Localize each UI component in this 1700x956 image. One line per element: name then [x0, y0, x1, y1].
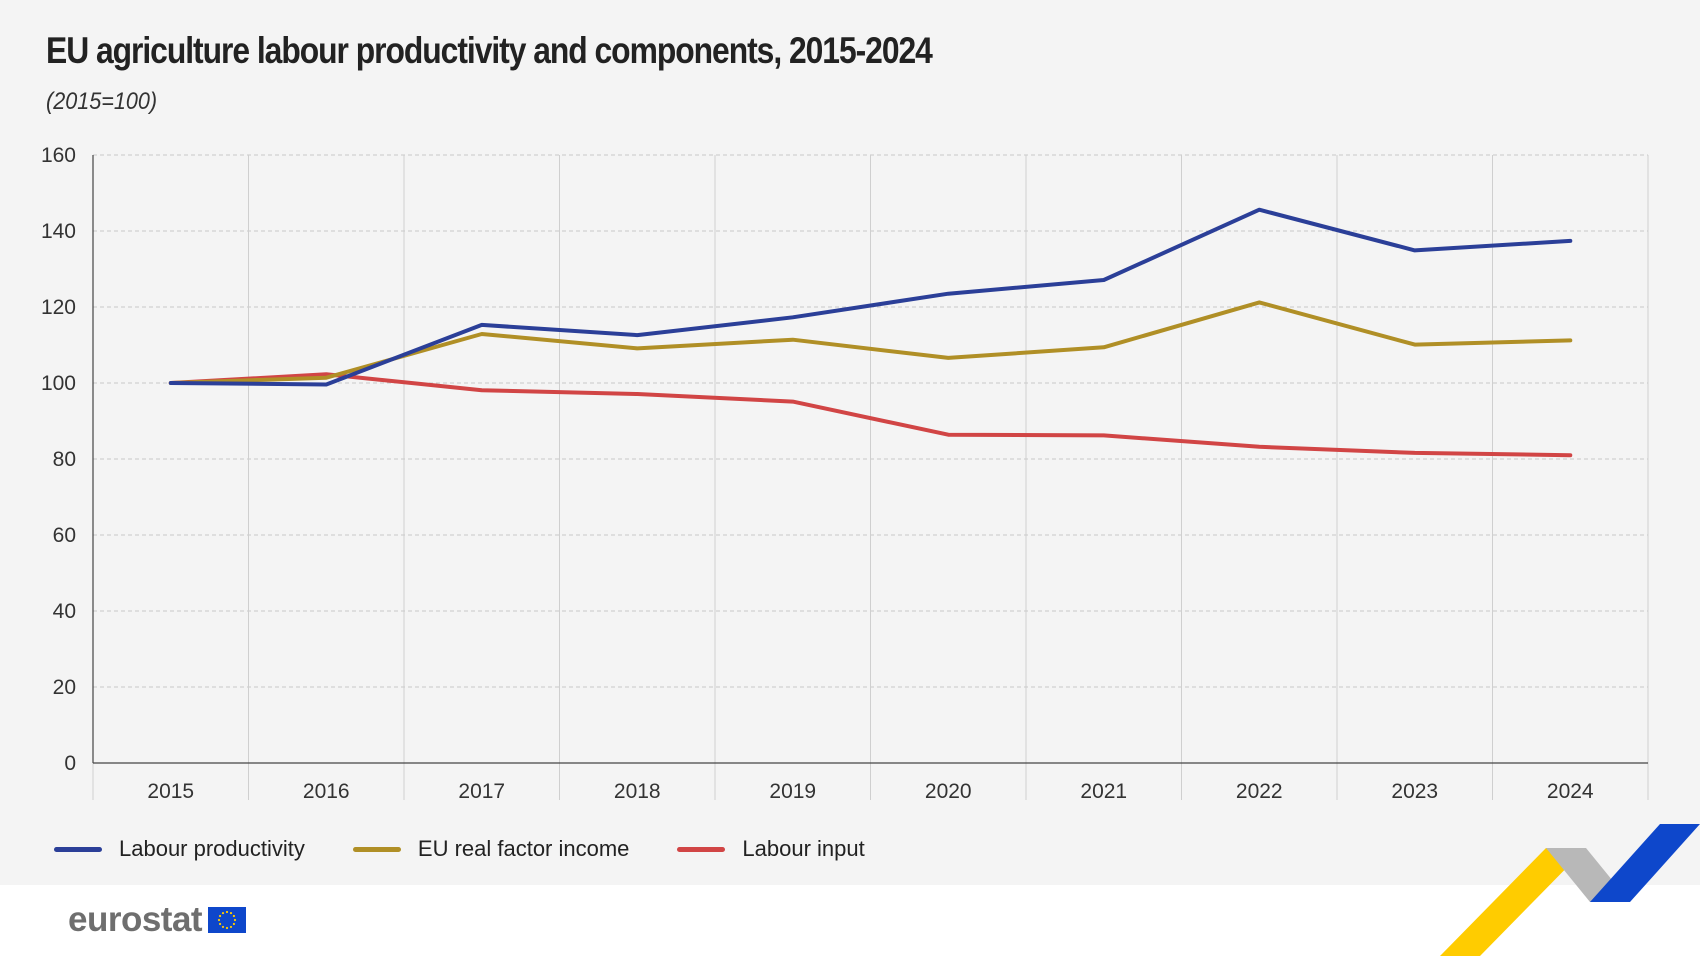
flag-star [219, 922, 222, 926]
series-lines [168, 207, 1573, 458]
x-tick-label: 2022 [1236, 780, 1283, 803]
y-tick-label: 60 [53, 524, 76, 547]
x-tick-label: 2018 [614, 780, 661, 803]
chart-subtitle: (2015=100) [46, 88, 158, 115]
eurostat-logo: eurostat [68, 900, 247, 940]
flag-star [217, 918, 221, 922]
y-tick-label: 160 [41, 144, 76, 167]
y-tick-label: 0 [64, 752, 76, 775]
series-line-labour-input [168, 372, 1573, 458]
flag-star [225, 910, 229, 914]
chart-title: EU agriculture labour productivity and c… [46, 30, 933, 71]
x-tick-label: 2017 [458, 780, 505, 803]
x-tick-label: 2016 [303, 780, 350, 803]
legend-item: Labour input [677, 836, 865, 862]
legend-item: Labour productivity [54, 836, 305, 862]
flag-star [221, 925, 225, 929]
y-tick-label: 40 [53, 600, 76, 623]
flag-star [221, 911, 225, 915]
x-tick-label: 2020 [925, 780, 972, 803]
eu-flag-icon [208, 907, 247, 933]
flag-star [232, 922, 236, 926]
line-chart: 0 20 40 60 80 100 120 140 160 2015 2016 2017 2018 201… [41, 144, 1649, 803]
y-tick-label: 140 [41, 220, 76, 243]
legend-swatch [677, 846, 726, 852]
series-line-labour-productivity [168, 207, 1573, 387]
x-tick-label: 2024 [1547, 780, 1594, 803]
flag-star [233, 918, 237, 922]
flag-star [232, 914, 236, 918]
y-tick-label: 20 [53, 676, 76, 699]
legend-item: EU real factor income [352, 836, 630, 862]
x-tick-label: 2019 [769, 780, 816, 803]
chart-panel: EU agriculture labour productivity and c… [0, 0, 1700, 885]
legend: Labour productivity EU real factor income… [54, 832, 913, 866]
legend-swatch [54, 846, 102, 852]
legend-label: Labour input [742, 836, 865, 861]
logo-text: eurostat [68, 900, 203, 939]
x-tick-label: 2023 [1391, 780, 1438, 803]
flag-star [225, 926, 229, 930]
legend-label: Labour productivity [119, 836, 305, 861]
x-tick-label: 2015 [147, 780, 194, 803]
flag-star [229, 925, 233, 929]
flag-star [229, 911, 233, 915]
grid-lines [92, 154, 1649, 800]
flag-star [219, 914, 222, 918]
ribbon-decoration-icon [1440, 824, 1700, 956]
legend-label: EU real factor income [417, 836, 630, 861]
axes: 0 20 40 60 80 100 120 140 160 2015 2016 2017 2018 201… [41, 144, 1648, 803]
y-tick-label: 80 [53, 448, 76, 471]
y-tick-label: 100 [41, 372, 76, 395]
x-tick-label: 2021 [1080, 780, 1127, 803]
legend-swatch [352, 846, 401, 852]
y-tick-label: 120 [41, 296, 76, 319]
